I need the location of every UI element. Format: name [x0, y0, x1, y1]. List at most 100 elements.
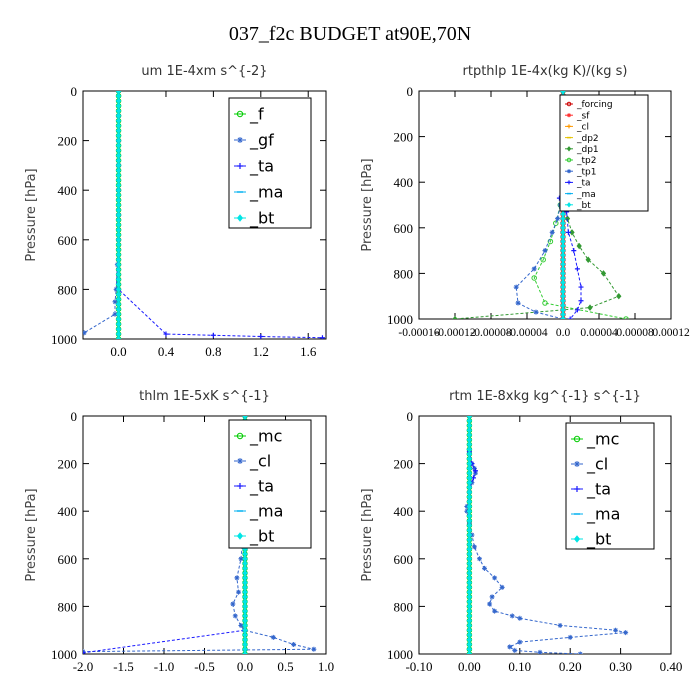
x-tick-label: 0.30: [609, 659, 632, 674]
data-point: [232, 613, 238, 619]
data-point: [238, 556, 244, 562]
plot-frame: [418, 415, 672, 655]
data-point: [531, 266, 537, 272]
legend-label: _tp1: [576, 167, 596, 177]
legend-box: [565, 422, 655, 550]
legend-marker: [566, 146, 572, 152]
panel-title: um 1E-4xm s^{-2}: [141, 64, 267, 79]
legend-label: _bt: [576, 201, 591, 211]
x-tick-label: 0.0: [110, 344, 126, 359]
y-tick-label: 1000: [51, 647, 77, 662]
legend-marker: [237, 483, 243, 489]
x-tick-label: 1.2: [253, 344, 269, 359]
y-axis-label: Pressure [hPa]: [24, 168, 39, 261]
legend-marker: [573, 535, 581, 543]
legend-marker: [566, 202, 572, 208]
data-point: [507, 644, 513, 650]
series-line-tp1: [515, 91, 564, 319]
data-point: [623, 630, 629, 636]
data-point: [578, 298, 584, 304]
y-tick-label: 600: [58, 233, 78, 248]
x-tick-label: -2.0: [73, 659, 94, 674]
data-point: [565, 229, 571, 235]
y-tick-label: 800: [58, 282, 78, 297]
x-tick-label: 1.0: [318, 659, 334, 674]
data-point: [542, 248, 548, 254]
legend-marker: [567, 180, 571, 185]
data-point: [515, 300, 521, 306]
legend-marker: [237, 163, 243, 169]
x-tick-label: -0.00016: [398, 327, 439, 339]
data-point: [509, 613, 515, 619]
legend-marker: [237, 458, 243, 464]
data-point: [291, 641, 297, 647]
x-tick-label: -0.00004: [506, 327, 547, 339]
legend-label: _dp2: [576, 134, 599, 144]
data-point: [553, 220, 559, 226]
data-point: [234, 575, 240, 581]
x-tick-label: 0.4: [158, 344, 175, 359]
data-point: [576, 242, 582, 250]
panel-4: rtm 1E-8xkg kg^{-1} s^{-1} Pressure [hPa]…: [360, 389, 682, 674]
x-tick-label: 0.5: [277, 659, 293, 674]
series-line-dp1: [454, 91, 620, 319]
legend-marker: [236, 214, 244, 222]
legend-box: [559, 94, 649, 212]
x-tick-label: 0.40: [660, 659, 683, 674]
data-point: [613, 627, 619, 633]
data-point: [531, 275, 537, 281]
y-tick-label: 1000: [51, 332, 77, 347]
y-tick-label: 600: [58, 552, 78, 567]
legend-marker: [237, 137, 243, 143]
data-point: [482, 565, 488, 571]
data-point: [83, 650, 86, 654]
data-point: [230, 601, 236, 607]
data-point: [540, 256, 546, 263]
series-line-gf: [83, 91, 120, 334]
data-point: [623, 316, 629, 319]
y-tick-label: 200: [58, 134, 78, 149]
legend-label: _cl: [576, 123, 589, 133]
data-point: [499, 584, 505, 590]
y-tick-label: 600: [394, 552, 414, 567]
y-axis-label: Pressure [hPa]: [360, 488, 375, 581]
data-point: [585, 256, 591, 263]
series-line-ta: [83, 416, 246, 654]
series-group: [83, 91, 325, 339]
legend-label: _forcing: [576, 100, 613, 110]
data-point: [471, 465, 477, 471]
y-tick-label: 1000: [387, 647, 413, 662]
data-point: [616, 292, 622, 300]
y-tick-label: 600: [394, 221, 414, 236]
data-point: [517, 639, 523, 645]
data-point: [466, 650, 473, 654]
data-point: [574, 307, 580, 313]
y-tick-label: 200: [394, 130, 414, 145]
legend-label: _bt: [586, 530, 611, 550]
x-tick-label: 0.00: [458, 659, 481, 674]
data-point: [567, 316, 573, 319]
legend-marker: [573, 435, 581, 443]
data-point: [112, 311, 118, 317]
y-tick-label: 400: [58, 504, 78, 519]
data-point: [115, 335, 122, 339]
data-point: [560, 315, 566, 319]
data-point: [549, 229, 555, 235]
plot-frame: [418, 90, 672, 320]
legend-label: _ta: [249, 477, 274, 497]
y-tick-label: 0: [407, 84, 414, 99]
legend-label: _ma: [586, 505, 620, 525]
legend-label: _ma: [576, 190, 596, 200]
panel-2: rtpthlp 1E-4x(kg K)/(kg s) Pressure [hPa]…: [360, 64, 690, 339]
x-tick-label: -0.00008: [470, 327, 511, 339]
data-point: [487, 601, 493, 607]
legend-label: _sf: [576, 111, 590, 121]
x-tick-label: -0.5: [194, 659, 215, 674]
x-tick-label: -0.00012: [434, 327, 475, 339]
data-point: [567, 634, 573, 640]
legend-label: _cl: [586, 455, 608, 475]
legend-marker: [236, 110, 244, 118]
legend-label: _dp1: [576, 145, 599, 155]
data-point: [311, 646, 317, 652]
